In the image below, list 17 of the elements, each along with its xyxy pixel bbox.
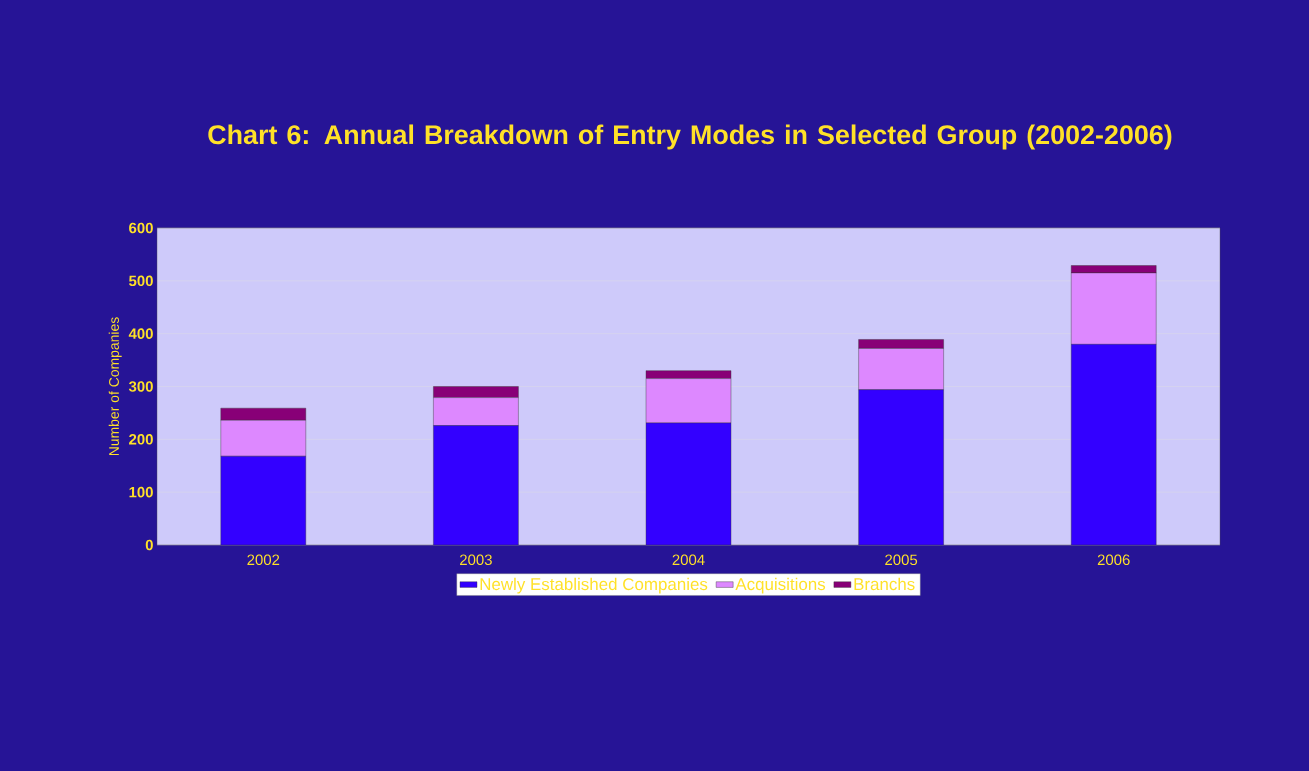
x-tick-label: 2005 — [885, 554, 918, 566]
y-tick-label: 600 — [129, 222, 153, 234]
legend-label: Newly Established Companies — [480, 577, 708, 594]
x-tick-label: 2003 — [460, 554, 492, 566]
y-tick-label: 200 — [129, 434, 153, 445]
x-tick-label: 2006 — [1097, 554, 1130, 566]
chart-title: Chart 6: Annual Breakdown of Entry Modes in Selected Group (2002-2006) — [208, 124, 1172, 150]
legend-label: Branchs — [854, 577, 915, 591]
y-tick-label: 500 — [129, 275, 153, 287]
y-tick-label: 400 — [128, 328, 153, 339]
y-tick-label: 0 — [145, 539, 153, 551]
y-tick-label: 100 — [129, 486, 153, 498]
x-tick-label: 2004 — [672, 554, 705, 566]
legend-label: Acquisitions — [735, 577, 826, 594]
y-axis-title: Number of Companies — [108, 317, 122, 456]
x-tick-label: 2002 — [247, 554, 280, 566]
y-tick-label: 300 — [128, 381, 153, 392]
